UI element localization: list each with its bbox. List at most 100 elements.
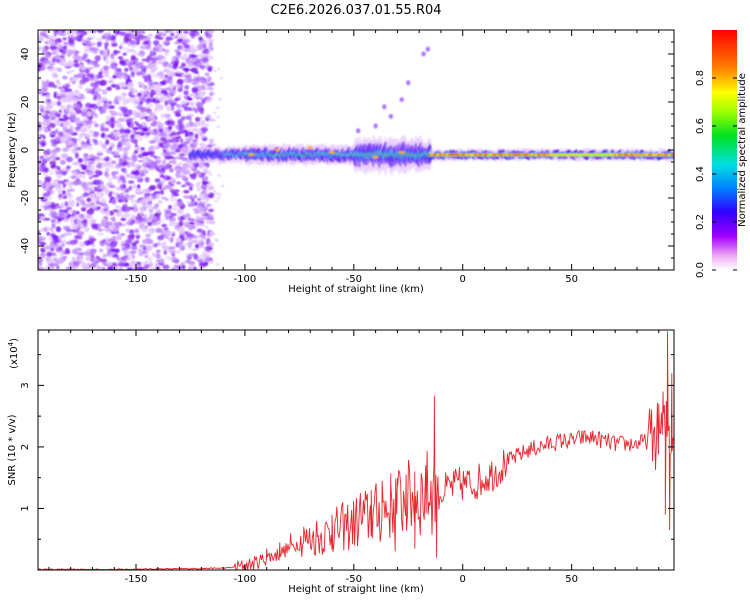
spectrogram-noise-cell	[131, 110, 138, 116]
spectrogram-noise-cell	[75, 249, 84, 253]
spectrogram-noise-cell	[67, 49, 74, 56]
spectrogram-noise-cell	[150, 116, 154, 121]
spectrogram-noise-cell	[47, 252, 52, 256]
spectrogram-noise-cell	[148, 228, 155, 234]
spectrogram-noise-cell	[181, 184, 186, 188]
spectrogram-noise-cell	[173, 265, 179, 270]
spectrogram-trail-dot	[382, 104, 387, 110]
spectrogram-noise-cell	[121, 139, 127, 146]
spectrogram-noise-cell	[164, 53, 169, 56]
spectrogram-noise-cell	[204, 191, 211, 195]
spectrogram-noise-cell	[91, 160, 96, 164]
spectrogram-noise-cell	[68, 188, 76, 192]
spectrogram-noise-cell	[176, 85, 180, 89]
spectrogram-noise-cell	[41, 66, 45, 69]
spectrogram-noise-cell	[82, 192, 90, 197]
spectrogram-noise-cell	[116, 193, 121, 198]
spectrogram-noise-cell	[191, 54, 199, 58]
spectrogram-noise-cell	[143, 214, 148, 219]
spectrogram-noise-cell	[100, 200, 107, 203]
spectrogram-noise-cell	[48, 208, 53, 212]
spectrogram-noise-cell	[127, 62, 133, 68]
spectrogram-noise-cell	[71, 256, 76, 261]
spectrogram-noise-cell	[44, 176, 50, 180]
spectrogram-noise-cell	[95, 198, 100, 201]
spectrogram-noise-cell	[201, 128, 207, 134]
spectrogram-noise-cell	[81, 66, 87, 71]
spectrogram-noise-cell	[189, 194, 193, 200]
spectrogram-noise-cell	[52, 46, 58, 50]
spectrogram-noise-cell	[43, 116, 47, 120]
spectrogram-noise-cell	[178, 220, 184, 227]
spectrogram-noise-cell	[152, 113, 157, 116]
spectrogram-noise-cell	[194, 79, 200, 85]
spectrogram-noise-cell	[201, 56, 205, 59]
spectrogram-noise-cell	[184, 74, 192, 79]
spectrogram-y-tick-label: 20	[20, 96, 31, 109]
snr-series-line	[38, 331, 674, 570]
spectrogram-noise-cell	[120, 191, 127, 196]
spectrogram-noise-cell	[135, 61, 140, 65]
spectrogram-noise-cell	[176, 51, 182, 56]
spectrogram-noise-cell	[161, 223, 167, 228]
spectrogram-noise-cell	[123, 100, 129, 104]
spectrogram-noise-cell	[131, 139, 138, 144]
spectrogram-noise-cell	[46, 196, 53, 200]
spectrogram-noise-cell	[81, 182, 89, 189]
spectrogram-noise-cell	[190, 173, 197, 180]
spectrogram-noise-cell	[176, 78, 184, 85]
spectrogram-noise-cell	[177, 215, 181, 221]
spectrogram-noise-cell	[204, 179, 208, 182]
spectrogram-noise-cell	[167, 99, 174, 104]
spectrogram-noise-cell	[88, 176, 93, 180]
spectrogram-noise-cell	[208, 56, 212, 59]
spectrogram-noise-cell	[44, 41, 48, 44]
spectrogram-noise-cell	[55, 221, 59, 224]
spectrogram-noise-cell	[113, 253, 118, 257]
spectrogram-noise-cell	[169, 79, 173, 85]
spectrogram-noise-cell	[79, 78, 86, 85]
spectrogram-noise-cell	[135, 215, 143, 221]
spectrogram-noise-cell	[114, 205, 121, 208]
spectrogram-noise-cell	[110, 160, 117, 164]
spectrogram-noise-cell	[153, 107, 158, 112]
spectrogram-noise-cell	[173, 41, 181, 45]
spectrogram-noise-cell	[120, 196, 127, 201]
spectrogram-noise-cell	[156, 193, 161, 197]
spectrogram-noise-cell	[145, 263, 150, 269]
spectrogram-noise-cell	[154, 102, 161, 109]
spectrogram-noise-cell	[67, 104, 74, 109]
spectrogram-noise-cell	[149, 266, 156, 270]
spectrogram-noise-cell	[97, 74, 104, 79]
spectrogram-noise-cell	[169, 249, 177, 254]
spectrogram-noise-cell	[91, 138, 98, 143]
spectrogram-noise-cell	[169, 85, 176, 88]
spectrogram-noise-cell	[100, 132, 106, 139]
spectrogram-noise-cell	[58, 212, 65, 218]
spectrogram-noise-cell	[101, 35, 108, 40]
spectrogram-noise-cell	[55, 67, 62, 72]
spectrogram-noise-cell	[130, 134, 136, 139]
spectrogram-noise-cell	[127, 81, 135, 88]
spectrogram-noise-cell	[62, 86, 68, 90]
spectrogram-noise-cell	[199, 192, 206, 196]
spectrogram-noise-cell	[171, 121, 175, 126]
spectrogram-noise-cell	[138, 96, 146, 101]
spectrogram-noise-cell	[99, 79, 107, 86]
spectrogram-noise-cell	[65, 241, 72, 245]
spectrogram-noise-cell	[84, 68, 90, 74]
spectrogram-noise-cell	[116, 143, 122, 149]
spectrogram-y-axis-label: Frequency (Hz)	[7, 112, 18, 188]
spectrogram-noise-cell	[119, 133, 128, 136]
spectrogram-noise-cell	[200, 39, 205, 46]
spectrogram-noise-cell	[120, 217, 127, 222]
spectrogram-noise-cell	[186, 233, 193, 238]
spectrogram-noise-cell	[55, 54, 61, 61]
spectrogram-noise-cell	[154, 133, 160, 140]
spectrogram-noise-cell	[93, 257, 98, 262]
spectrogram-noise-cell	[54, 38, 63, 44]
spectrogram-noise-cell	[112, 176, 119, 180]
spectrogram-noise-cell	[100, 96, 108, 102]
spectrogram-noise-cell	[195, 96, 203, 100]
